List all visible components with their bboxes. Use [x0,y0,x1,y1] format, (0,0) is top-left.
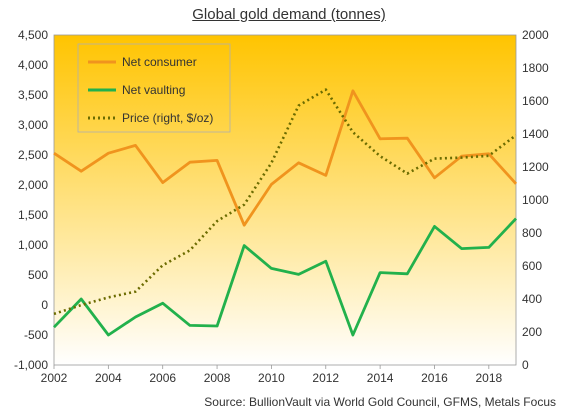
left-tick-label: -1,000 [14,358,48,372]
chart-title: Global gold demand (tonnes) [192,6,386,23]
right-tick-label: 800 [522,226,542,240]
left-tick-label: 1,500 [18,208,48,222]
x-tick-label: 2008 [204,371,231,385]
x-axis: 2002 2004 2006 2008 2010 2012 2014 2016 2018 [41,365,502,385]
series-line-net-consumer [53,89,518,227]
x-tick-label: 2012 [312,371,339,385]
series-line-net-vaulting [52,217,518,337]
left-tick-label: 3,500 [18,88,48,102]
x-tick-label: 2014 [367,371,394,385]
legend-label-net-vaulting: Net vaulting [122,83,185,97]
right-tick-label: 1200 [522,160,549,174]
left-tick-label: 4,500 [18,28,48,42]
right-tick-label: 1400 [522,127,549,141]
right-tick-label: 1000 [522,193,549,207]
left-tick-label: 2,000 [18,178,48,192]
right-tick-label: 0 [522,358,529,372]
right-axis: 0 200 400 600 800 1000 1200 1400 1600 1800 2000 [522,28,549,372]
legend-label-price: Price (right, $/oz) [122,111,213,125]
x-tick-label: 2004 [95,371,122,385]
left-axis: -1,000 -500 0 500 1,000 1,500 2,000 2,500 3,000 3… [14,28,48,372]
right-tick-label: 600 [522,259,542,273]
right-tick-label: 2000 [522,28,549,42]
right-tick-label: 200 [522,325,542,339]
left-tick-label: 500 [28,268,48,282]
x-tick-label: 2002 [41,371,68,385]
right-tick-label: 1800 [522,61,549,75]
legend-box [77,43,231,133]
left-tick-label: -500 [24,328,48,342]
series-line-price-right-oz [53,88,517,316]
right-tick-label: 400 [522,292,542,306]
left-tick-label: 2,500 [18,148,48,162]
x-tick-label: 2006 [149,371,176,385]
left-tick-label: 1,000 [18,238,48,252]
legend-label-net-consumer: Net consumer [122,55,197,69]
x-tick-label: 2016 [421,371,448,385]
right-tick-label: 1600 [522,94,549,108]
legend: Net consumer Net vaulting Price (right, … [77,43,231,133]
left-tick-label: 0 [41,298,48,312]
left-tick-label: 4,000 [18,58,48,72]
series-layer [52,88,518,337]
chart-source: Source: BullionVault via World Gold Coun… [204,395,556,409]
x-tick-label: 2010 [258,371,285,385]
x-tick-label: 2018 [475,371,502,385]
plot-area [53,34,517,366]
left-tick-label: 3,000 [18,118,48,132]
